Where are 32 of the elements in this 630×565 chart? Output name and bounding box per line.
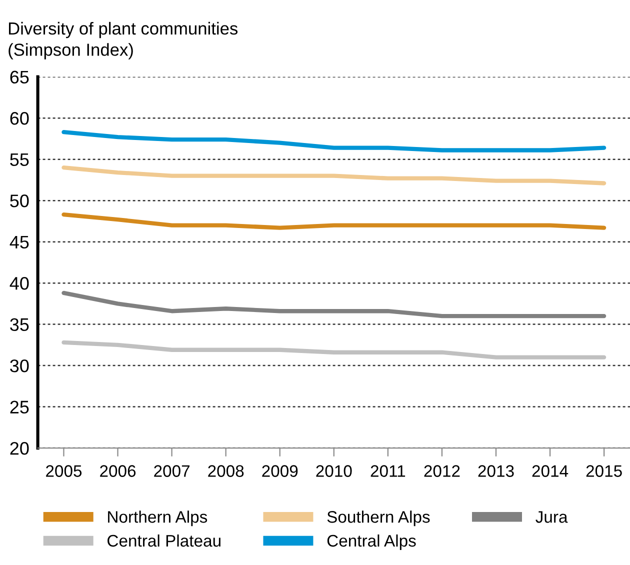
y-tick-label: 60 <box>10 112 29 125</box>
line-series <box>62 290 606 318</box>
y-tick-label: 35 <box>10 318 29 332</box>
x-tick-label: 2011 <box>370 465 406 477</box>
y-tick-label: 20 <box>10 442 29 455</box>
legend-label: Jura <box>536 511 568 523</box>
y-tick-label: 40 <box>10 277 29 290</box>
legend-label: Central Plateau <box>108 534 220 547</box>
x-tick-label: 2005 <box>46 465 82 477</box>
y-axis-title: Diversity of plant communities (Simpson Index) <box>8 22 238 60</box>
y-tick-label: 30 <box>10 359 29 372</box>
y-tick-label: 45 <box>10 236 29 249</box>
legend-label: Northern Alps <box>108 510 208 526</box>
x-tick-label: 2015 <box>586 465 622 477</box>
y-tick-label: 50 <box>10 194 29 208</box>
x-tick-label: 2014 <box>532 465 568 477</box>
legend-label: Southern Alps <box>327 510 430 526</box>
y-tick-label: 25 <box>10 400 29 414</box>
x-tick-label: 2010 <box>316 465 352 477</box>
line-series <box>62 212 606 230</box>
line-series <box>62 340 606 360</box>
line-series <box>62 165 606 186</box>
legend-label: Central Alps <box>327 534 416 550</box>
y-tick-label: 65 <box>10 70 29 84</box>
x-tick-label: 2012 <box>424 465 460 477</box>
line-series <box>62 130 606 152</box>
x-tick-label: 2007 <box>154 465 190 477</box>
y-tick-label: 55 <box>10 153 29 166</box>
x-tick-label: 2006 <box>100 465 136 477</box>
x-tick-label: 2013 <box>478 465 514 477</box>
x-tick-label: 2008 <box>208 465 244 477</box>
x-tick-label: 2009 <box>262 465 298 477</box>
